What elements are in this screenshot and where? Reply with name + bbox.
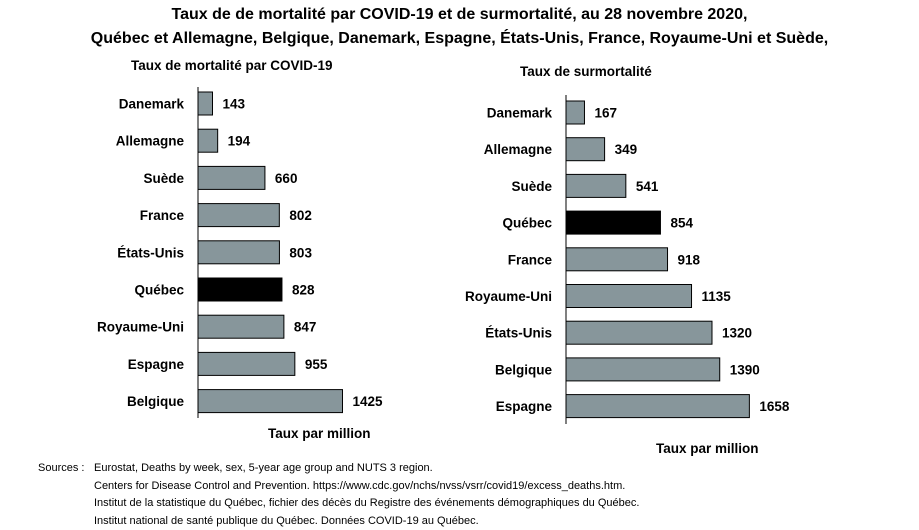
left-bar [198,129,218,152]
left-value-label: 802 [289,208,312,223]
right-bar [566,248,668,271]
right-bar [566,138,605,161]
left-bar [198,204,279,227]
left-value-label: 803 [289,245,312,260]
sources-block: Sources :Eurostat, Deaths by week, sex, … [38,460,639,530]
right-value-label: 167 [594,106,617,121]
right-category-label: Allemagne [484,142,553,157]
right-category-label: Suède [511,179,552,194]
right-value-label: 1390 [730,362,760,377]
right-x-axis-title: Taux par million [656,441,759,456]
left-category-label: Québec [134,283,184,298]
right-value-label: 1320 [722,326,752,341]
left-category-label: France [140,208,185,223]
left-bar [198,315,284,338]
left-category-label: Suède [143,171,184,186]
left-bar [198,92,213,115]
source-line: Centers for Disease Control and Preventi… [94,478,625,496]
right-category-label: Belgique [495,362,552,377]
source-line: Institut national de santé publique du Q… [94,513,479,530]
left-value-label: 828 [292,283,315,298]
left-value-label: 143 [223,97,246,112]
left-category-label: Belgique [127,394,184,409]
right-category-label: Québec [502,216,552,231]
right-bar-chart: Danemark 167 Allemagne 349 Suède 541 Québec 854… [465,95,790,424]
right-bar [566,211,660,234]
left-bar [198,241,279,264]
right-category-label: France [508,252,553,267]
right-value-label: 1658 [759,399,790,414]
right-value-label: 1135 [702,289,732,304]
right-category-label: Espagne [496,399,553,414]
left-value-label: 847 [294,320,317,335]
left-category-label: États-Unis [117,245,184,260]
right-category-label: Danemark [487,106,553,121]
left-value-label: 1425 [352,394,383,409]
left-bar [198,390,342,413]
source-line: Eurostat, Deaths by week, sex, 5-year ag… [94,460,433,478]
right-bar [566,321,712,344]
left-category-label: Allemagne [116,134,185,149]
left-bar-chart: Danemark 143 Allemagne 194 Suède 660 France 802… [97,87,383,418]
left-value-label: 194 [228,134,251,149]
right-bar [566,358,720,381]
right-category-label: États-Unis [485,326,552,341]
left-bar [198,278,282,301]
right-bar [566,285,692,308]
left-value-label: 660 [275,171,298,186]
left-bar [198,166,265,189]
right-value-label: 541 [636,179,659,194]
left-bar [198,352,295,375]
left-category-label: Danemark [119,97,185,112]
right-bar [566,174,626,197]
left-value-label: 955 [305,357,328,372]
sources-label: Sources : [38,460,94,478]
right-category-label: Royaume-Uni [465,289,552,304]
source-line: Institut de la statistique du Québec, fi… [94,495,639,513]
right-value-label: 349 [615,142,638,157]
left-x-axis-title: Taux par million [268,426,371,441]
left-category-label: Espagne [128,357,185,372]
right-bar [566,101,584,124]
right-value-label: 854 [670,216,693,231]
left-category-label: Royaume-Uni [97,320,184,335]
right-bar [566,395,749,418]
right-value-label: 918 [678,252,701,267]
